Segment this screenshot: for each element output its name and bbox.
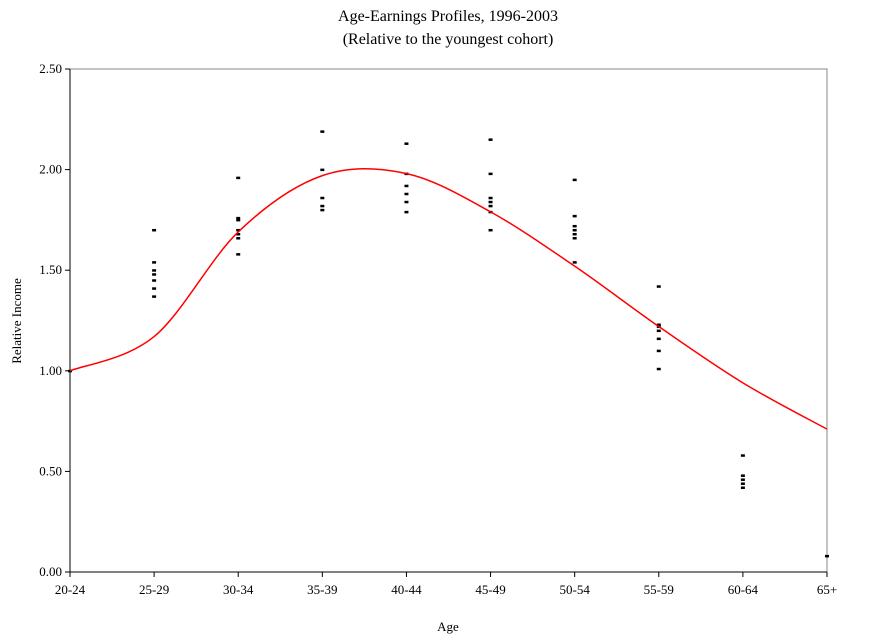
data-point [488,200,493,204]
x-tick-label: 50-54 [559,582,590,597]
data-point [320,130,325,133]
x-tick-label: 35-39 [307,582,337,597]
x-tick-label: 60-64 [728,582,759,597]
data-point [236,218,241,222]
data-point [236,216,241,220]
data-point [236,237,241,240]
y-tick-label: 0.50 [39,463,62,478]
data-point [320,208,325,212]
y-tick-label: 1.50 [39,262,62,277]
x-tick-label: 40-44 [391,582,422,597]
data-point [236,253,241,256]
x-tick-label: 25-29 [139,582,169,597]
data-point [68,369,72,373]
y-tick-label: 0.00 [39,564,62,579]
data-point [320,168,325,172]
data-point [740,454,745,457]
data-point [404,210,409,214]
data-point [656,367,661,371]
data-point [740,478,745,481]
data-point [152,273,157,276]
data-point [656,285,661,288]
data-point [236,228,241,232]
data-point [572,178,577,182]
chart-title: Age-Earnings Profiles, 1996-2003 [338,8,558,25]
data-point [152,295,157,298]
chart-subtitle: (Relative to the youngest cohort) [343,31,554,48]
y-axis-label: Relative Income [9,278,24,364]
y-tick-label: 2.00 [39,162,62,177]
data-point [572,237,577,240]
data-point [404,192,409,196]
data-point [656,337,661,341]
y-tick-label: 1.00 [39,363,62,378]
data-point [488,172,493,176]
data-point [825,554,829,558]
data-point [404,142,409,145]
trend-line [69,167,828,430]
data-point [152,269,157,272]
data-point [152,261,157,264]
x-tick-label: 65+ [817,582,837,597]
data-point [572,228,577,232]
data-point [740,474,745,477]
data-point [488,204,493,208]
data-point [572,224,577,228]
data-point [488,138,493,141]
data-point [236,176,241,180]
x-tick-label: 55-59 [644,582,674,597]
data-point [404,184,409,188]
plot-frame [69,68,828,573]
data-point [740,486,745,489]
data-point [236,232,241,236]
data-point [320,204,325,208]
data-point [740,482,745,485]
x-tick-label: 30-34 [223,582,254,597]
data-point [572,232,577,236]
data-point [152,279,157,282]
x-tick-label: 45-49 [475,582,505,597]
data-point [152,287,157,290]
data-point [656,329,661,333]
data-point [488,196,493,200]
data-point [572,214,577,218]
data-point [320,196,325,200]
data-point [656,323,661,327]
data-point [488,228,493,232]
x-tick-label: 20-24 [55,582,86,597]
x-axis-label: Age [437,619,459,634]
data-point [404,200,409,204]
y-tick-label: 2.50 [39,61,62,76]
data-point [152,228,157,232]
data-point [572,261,577,264]
data-point [656,349,661,353]
